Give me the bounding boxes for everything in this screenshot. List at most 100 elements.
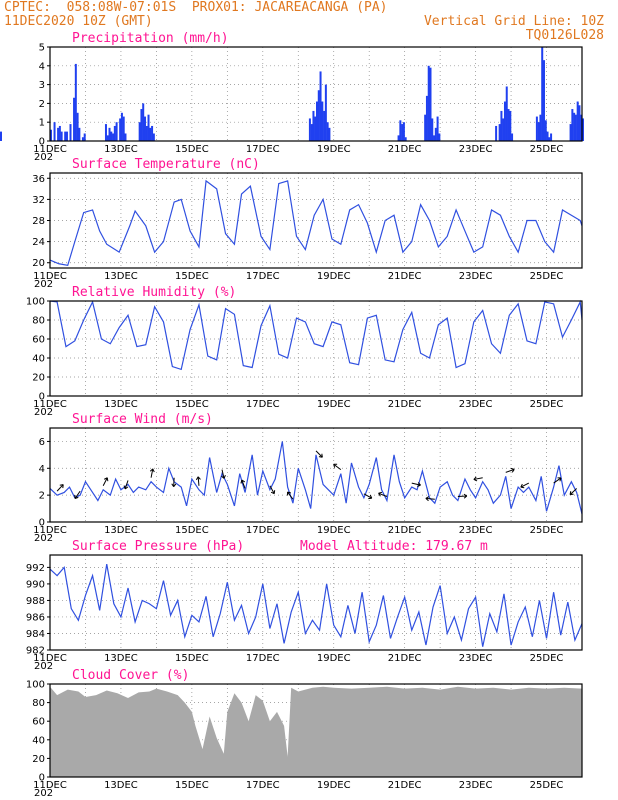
xtick-label: 11DEC	[33, 525, 67, 536]
wind-arrow	[505, 468, 515, 473]
xtick-label: 13DEC	[104, 780, 138, 791]
wind-arrow-head	[149, 468, 155, 473]
wind-arrow	[553, 477, 562, 484]
wind-arrow-head	[240, 479, 246, 484]
header-grid-line: Vertical Grid Line: 10Z	[423, 14, 604, 29]
xtick-label: 11DEC	[33, 144, 67, 155]
xtick-label: 11DEC	[33, 271, 67, 282]
precip-bar	[495, 125, 498, 141]
precip-bar	[145, 125, 148, 141]
wind-arrow-head	[270, 490, 276, 495]
precip-bar	[57, 127, 60, 141]
precip-bar	[500, 110, 503, 141]
panel-frame	[49, 300, 583, 397]
xtick-label: 19DEC	[317, 144, 351, 155]
wind-arrow-head	[123, 485, 129, 490]
wind-arrow	[150, 468, 154, 478]
ytick-label: 5	[39, 43, 45, 54]
precip-bar	[326, 122, 329, 141]
precip-bar	[76, 112, 79, 141]
xtick-year-fragment: 202	[34, 152, 53, 163]
precip-bar	[541, 47, 544, 141]
xtick-label: 17DEC	[246, 271, 280, 282]
wind-arrow-head	[378, 491, 383, 497]
precip-bar	[574, 114, 577, 141]
precip-bar	[397, 135, 400, 141]
ytick-label: 988	[26, 596, 45, 607]
precip-bar	[112, 133, 115, 141]
ytick-label: 40	[32, 735, 45, 746]
wind-arrow-head	[103, 477, 109, 482]
xtick-label: 11DEC	[33, 780, 67, 791]
precip-bar	[546, 131, 549, 141]
ytick-label: 990	[26, 579, 45, 590]
ytick-label: 24	[32, 237, 45, 248]
ytick-label: 60	[32, 717, 45, 728]
xtick-year-fragment: 202	[34, 533, 53, 544]
ytick-label: 984	[26, 629, 45, 640]
wind-arrow	[74, 490, 81, 499]
xtick-label: 19DEC	[317, 399, 351, 410]
precip-bar	[427, 65, 430, 141]
chart-title: Cloud Cover (%)	[72, 668, 189, 683]
xtick-label: 25DEC	[530, 399, 564, 410]
xtick-label: 11DEC	[33, 399, 67, 410]
ytick-label: 28	[32, 216, 45, 227]
precip-bar	[424, 114, 427, 141]
wind-arrow	[333, 463, 342, 471]
xtick-label: 17DEC	[246, 653, 280, 664]
xtick-label: 21DEC	[388, 144, 422, 155]
wind-arrow	[363, 493, 372, 499]
ytick-label: 20	[32, 754, 45, 765]
precip-bar	[569, 124, 572, 141]
xtick-label: 21DEC	[388, 399, 422, 410]
xtick-label: 23DEC	[459, 653, 493, 664]
ytick-label: 100	[26, 297, 45, 308]
panel-rh	[47, 299, 583, 397]
wind-arrow-head	[287, 491, 292, 496]
xtick-label: 15DEC	[175, 525, 209, 536]
precip-bar	[576, 101, 579, 141]
precip-bar	[509, 110, 512, 141]
xtick-label: 13DEC	[104, 144, 138, 155]
xtick-label: 19DEC	[317, 780, 351, 791]
precip-bar	[578, 105, 581, 141]
ytick-label: 4	[39, 464, 45, 475]
precip-bar	[119, 118, 122, 141]
wind-arrow-head	[510, 467, 515, 473]
wind-arrow	[411, 482, 421, 486]
precip-bar	[124, 133, 127, 141]
precip-bar	[550, 133, 553, 141]
precip-bar	[138, 122, 141, 141]
ytick-label: 80	[32, 698, 45, 709]
ytick-label: 100	[26, 680, 45, 691]
xtick-label: 21DEC	[388, 780, 422, 791]
xtick-label: 25DEC	[530, 653, 564, 664]
wind-arrow-head	[333, 463, 338, 468]
precip-bar	[106, 135, 109, 141]
ytick-label: 1	[39, 118, 45, 129]
precip-bar	[312, 110, 315, 141]
wind-arrow	[56, 484, 64, 492]
precip-bar	[73, 97, 76, 141]
precip-bar	[511, 133, 514, 141]
wind-arrow	[315, 450, 323, 458]
precip-bar	[544, 120, 547, 141]
ytick-label: 2	[39, 491, 45, 502]
panel-pres	[47, 554, 583, 651]
panel-temp	[47, 172, 583, 269]
panel-cloud	[47, 683, 583, 778]
precip-bar	[433, 135, 436, 141]
precip-bar	[65, 131, 68, 141]
precip-bar	[571, 109, 574, 141]
xtick-label: 25DEC	[530, 271, 564, 282]
chart-title: Precipitation (mm/h)	[72, 31, 229, 46]
precip-bar	[319, 71, 322, 141]
ytick-label: 0	[39, 773, 45, 784]
chart-title: Surface Temperature (nC)	[72, 157, 260, 172]
wind-arrow-head	[318, 453, 323, 458]
wind-arrow-head	[59, 484, 64, 489]
precip-bar	[431, 118, 434, 141]
wind-arrow	[102, 477, 108, 486]
wind-arrow	[124, 480, 129, 490]
